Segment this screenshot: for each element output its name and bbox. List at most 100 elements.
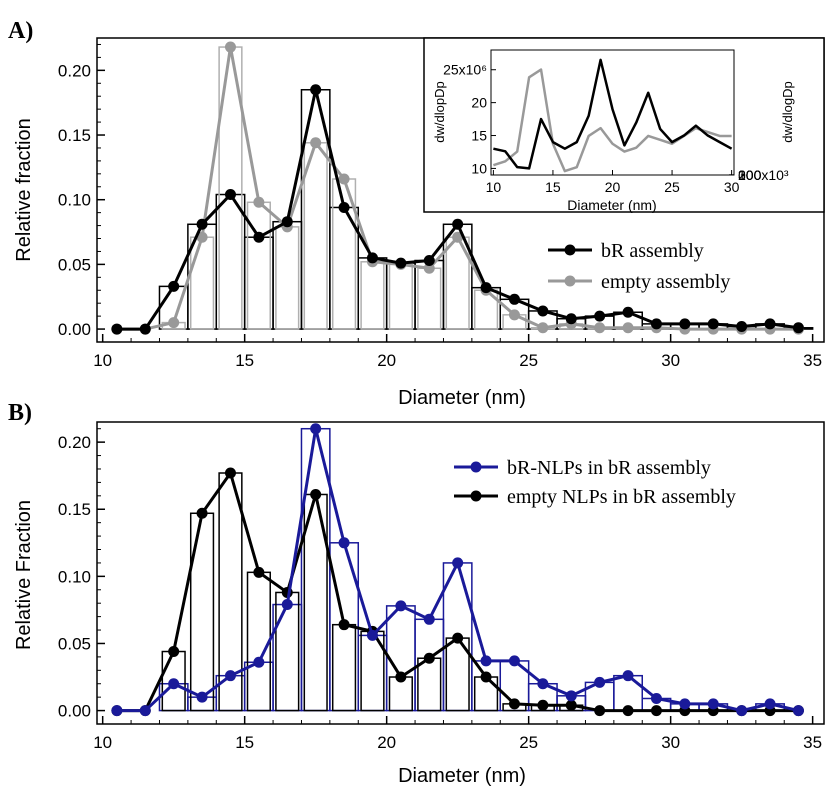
point-br-assembly-3 <box>196 218 208 230</box>
inset-left-axis-label: dw/dlopDp <box>432 81 447 142</box>
panel-a-y-axis-label: Relative fraction <box>13 118 35 261</box>
inset-x-tick-label-30: 30 <box>724 179 740 195</box>
point-br-nlps-in-br-assembly-1 <box>139 705 151 717</box>
point-br-assembly-12 <box>452 218 464 230</box>
point-empty-nlps-in-br-assembly-17 <box>594 705 606 717</box>
panel-b-ticks: 10 15 20 25 30 35 0.00 0.05 0.10 0.15 0.20 <box>58 428 822 752</box>
bar-empty-assembly-10 <box>388 263 413 330</box>
x-tick-label-20: 20 <box>377 733 396 752</box>
point-br-nlps-in-br-assembly-11 <box>423 613 435 625</box>
y-tick-label-0.20: 0.20 <box>58 61 91 80</box>
panel-b: B) 10 15 20 25 30 35 0.00 0.05 0.10 0.15 0.20 Diam… <box>8 400 825 787</box>
panel-a-label: A) <box>8 18 33 44</box>
point-br-assembly-19 <box>650 318 662 330</box>
legend-marker-br-nlps <box>470 461 482 473</box>
point-br-nlps-in-br-assembly-16 <box>565 690 577 702</box>
point-br-assembly-23 <box>764 318 776 330</box>
point-br-nlps-in-br-assembly-5 <box>253 656 265 668</box>
x-tick-label-10: 10 <box>93 351 112 370</box>
point-br-nlps-in-br-assembly-6 <box>281 599 293 611</box>
panel-a-lines <box>111 41 804 335</box>
y-tick-label-0.20: 0.20 <box>58 433 91 452</box>
point-empty-assembly-2 <box>168 317 180 329</box>
point-empty-assembly-4 <box>224 41 236 53</box>
bar-empty-nlps-in-br-assembly-3 <box>189 512 215 712</box>
x-tick-label-15: 15 <box>235 733 254 752</box>
point-empty-nlps-in-br-assembly-12 <box>452 632 464 644</box>
point-br-nlps-in-br-assembly-24 <box>792 705 804 717</box>
x-tick-label-25: 25 <box>519 351 538 370</box>
point-br-assembly-20 <box>679 318 691 330</box>
point-br-nlps-in-br-assembly-3 <box>196 691 208 703</box>
point-br-nlps-in-br-assembly-14 <box>508 655 520 667</box>
point-br-assembly-22 <box>736 320 748 332</box>
point-br-assembly-1 <box>139 323 151 335</box>
y-tick-label-0.10: 0.10 <box>58 567 91 586</box>
inset-yr-tick-label-300x10: 300x10³ <box>738 167 789 183</box>
point-br-nlps-in-br-assembly-0 <box>111 705 123 717</box>
point-br-nlps-in-br-assembly-13 <box>480 655 492 667</box>
point-br-nlps-in-br-assembly-2 <box>168 678 180 690</box>
point-empty-assembly-18 <box>622 322 634 334</box>
panel-a: A) 10 15 20 25 30 35 0.00 0.05 0.10 0.15 0.20 Diam… <box>8 18 825 409</box>
legend-marker-br-assembly <box>564 244 576 256</box>
inset-series-line-left <box>493 58 733 170</box>
inset-yl-tick-label-15: 15 <box>471 128 487 144</box>
point-br-assembly-16 <box>565 313 577 325</box>
bar-br-assembly-6 <box>272 220 303 330</box>
point-empty-assembly-3 <box>196 231 208 243</box>
point-br-nlps-in-br-assembly-23 <box>764 698 776 710</box>
point-br-nlps-in-br-assembly-10 <box>395 600 407 612</box>
point-br-nlps-in-br-assembly-22 <box>736 705 748 717</box>
point-empty-nlps-in-br-assembly-16 <box>565 699 577 711</box>
point-empty-nlps-in-br-assembly-15 <box>537 699 549 711</box>
x-tick-label-35: 35 <box>803 351 822 370</box>
y-tick-label-0.00: 0.00 <box>58 702 91 721</box>
point-br-assembly-7 <box>310 84 322 96</box>
bar-br-assembly-5 <box>243 236 274 330</box>
point-br-assembly-13 <box>480 282 492 294</box>
inset-yr-tick-label-0: 0 <box>738 167 746 183</box>
bar-empty-nlps-in-br-assembly-11 <box>417 657 442 712</box>
point-empty-nlps-in-br-assembly-19 <box>650 705 662 717</box>
panel-b-x-axis-label: Diameter (nm) <box>398 765 526 787</box>
x-tick-label-15: 15 <box>235 351 254 370</box>
x-tick-label-30: 30 <box>661 351 680 370</box>
point-br-assembly-24 <box>792 322 804 334</box>
panel-a-x-axis-label: Diameter (nm) <box>398 387 526 409</box>
bar-br-nlps-in-br-assembly-5 <box>243 661 274 712</box>
point-br-nlps-in-br-assembly-21 <box>707 698 719 710</box>
point-br-assembly-6 <box>281 216 293 228</box>
point-empty-assembly-11 <box>423 262 435 274</box>
panel-b-label: B) <box>8 400 32 426</box>
point-br-assembly-15 <box>537 305 549 317</box>
panel-b-legend: bR-NLPs in bR assembly empty NLPs in bR … <box>454 457 736 508</box>
bar-br-nlps-in-br-assembly-6 <box>272 603 303 712</box>
x-tick-label-20: 20 <box>377 351 396 370</box>
point-br-assembly-5 <box>253 231 265 243</box>
point-empty-nlps-in-br-assembly-10 <box>395 671 407 683</box>
point-empty-nlps-in-br-assembly-8 <box>338 619 350 631</box>
bar-empty-assembly-3 <box>189 236 215 330</box>
y-tick-label-0.15: 0.15 <box>58 500 91 519</box>
point-empty-assembly-5 <box>253 196 265 208</box>
point-br-nlps-in-br-assembly-20 <box>679 698 691 710</box>
legend-label-br-nlps: bR-NLPs in bR assembly <box>507 457 711 479</box>
inset-lines <box>492 58 733 173</box>
point-br-assembly-17 <box>594 310 606 322</box>
panel-b-plot-frame <box>96 421 825 725</box>
legend-marker-empty-nlps <box>470 490 482 502</box>
point-empty-nlps-in-br-assembly-4 <box>224 467 236 479</box>
point-empty-assembly-15 <box>537 322 549 334</box>
point-empty-assembly-8 <box>338 173 350 185</box>
inset-yr-tick-label-100: 100 <box>738 167 762 183</box>
point-empty-nlps-in-br-assembly-2 <box>168 646 180 658</box>
bar-empty-nlps-in-br-assembly-8 <box>331 623 357 712</box>
panel-b-y-axis-label: Relative Fraction <box>13 500 35 650</box>
bar-empty-nlps-in-br-assembly-6 <box>275 591 300 712</box>
point-br-nlps-in-br-assembly-17 <box>594 676 606 688</box>
inset-x-tick-label-10: 10 <box>486 179 502 195</box>
